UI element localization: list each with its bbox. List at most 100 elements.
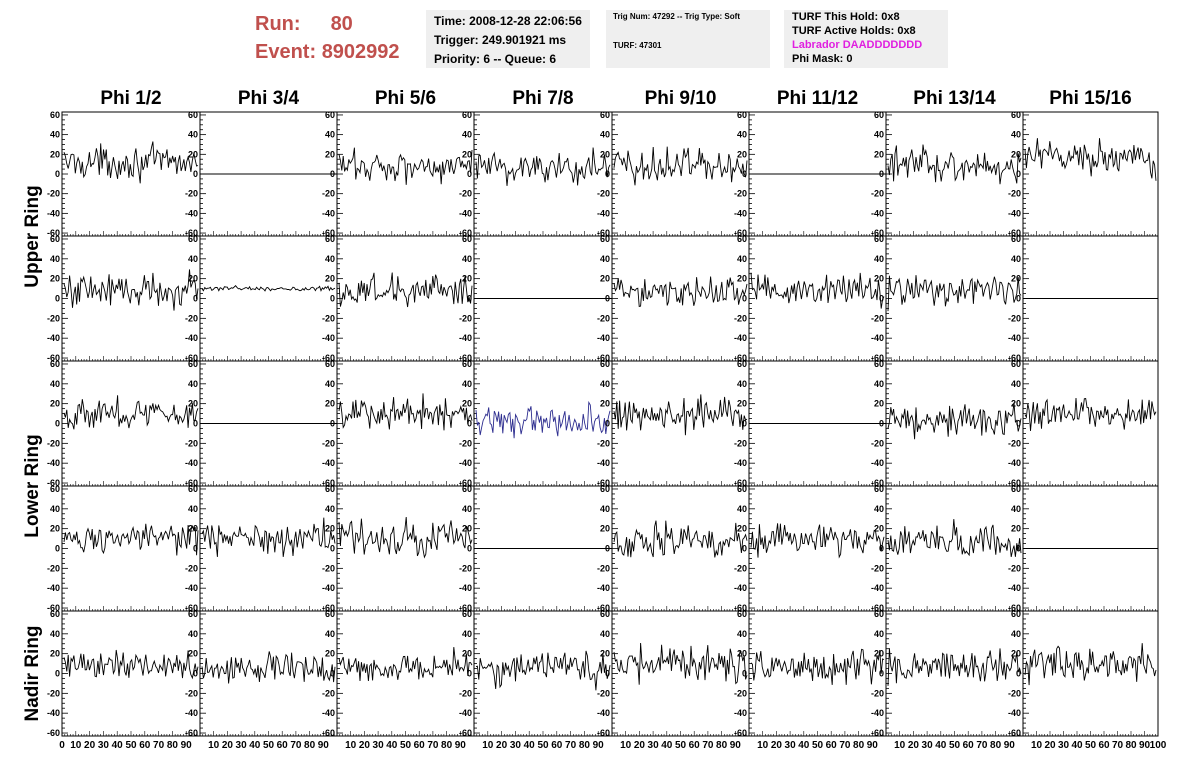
y-tick-label: 40 — [325, 504, 335, 514]
x-tick-label: 20 — [634, 740, 646, 751]
y-tick-label: -60 — [1008, 728, 1021, 738]
y-tick-label: 0 — [193, 419, 198, 429]
x-tick-label: 50 — [1085, 740, 1097, 751]
y-tick-label: 20 — [325, 524, 335, 534]
waveform-trace — [887, 144, 1022, 185]
y-tick-label: -60 — [185, 478, 198, 488]
y-tick-label: -60 — [1008, 228, 1021, 238]
waveform-trace — [63, 649, 199, 680]
y-tick-label: 40 — [462, 254, 472, 264]
y-tick-label: 40 — [874, 629, 884, 639]
y-tick-label: 60 — [1011, 110, 1021, 120]
x-tick-label: 10 — [757, 740, 769, 751]
y-tick-label: 40 — [1011, 504, 1021, 514]
y-tick-label: 60 — [1011, 609, 1021, 619]
y-tick-label: 0 — [1016, 294, 1021, 304]
y-tick-label: -20 — [734, 563, 747, 573]
waveform-trace — [613, 642, 748, 685]
y-tick-label: -40 — [597, 708, 610, 718]
y-tick-label: 20 — [188, 149, 198, 159]
x-tick-label: 90 — [318, 740, 330, 751]
column-header: Phi 7/8 — [512, 88, 573, 109]
y-tick-label: 60 — [874, 609, 884, 619]
y-tick-label: -60 — [871, 603, 884, 613]
y-tick-label: -60 — [185, 728, 198, 738]
x-tick-label: 100 — [1150, 740, 1167, 751]
y-tick-label: 20 — [188, 524, 198, 534]
y-tick-label: -20 — [322, 688, 335, 698]
x-tick-label: 40 — [524, 740, 536, 751]
y-tick-label: -60 — [734, 728, 747, 738]
y-tick-label: 20 — [462, 524, 472, 534]
y-tick-label: 40 — [600, 379, 610, 389]
y-tick-label: -20 — [1008, 688, 1021, 698]
column-header: Phi 11/12 — [777, 88, 858, 109]
y-tick-label: -40 — [459, 333, 472, 343]
y-tick-label: -40 — [734, 333, 747, 343]
y-tick-label: 60 — [462, 484, 472, 494]
y-tick-label: -60 — [459, 728, 472, 738]
y-tick-label: -60 — [597, 728, 610, 738]
y-tick-label: 20 — [874, 399, 884, 409]
y-tick-label: 60 — [874, 234, 884, 244]
y-tick-label: 60 — [737, 609, 747, 619]
y-tick-label: 60 — [1011, 484, 1021, 494]
x-tick-label: 20 — [496, 740, 508, 751]
y-tick-label: 0 — [605, 419, 610, 429]
y-tick-label: -40 — [734, 583, 747, 593]
y-tick-label: 20 — [1011, 524, 1021, 534]
y-tick-label: 0 — [742, 544, 747, 554]
x-tick-label: 90 — [867, 740, 879, 751]
x-tick-label: 60 — [139, 740, 151, 751]
y-tick-label: 20 — [1011, 399, 1021, 409]
y-tick-label: 60 — [600, 110, 610, 120]
y-tick-label: 40 — [188, 254, 198, 264]
x-tick-label: 0 — [59, 740, 65, 751]
y-tick-label: 40 — [462, 379, 472, 389]
y-tick-label: -20 — [185, 189, 198, 199]
y-tick-label: 60 — [50, 609, 60, 619]
y-tick-label: -60 — [734, 228, 747, 238]
y-tick-label: -60 — [1008, 603, 1021, 613]
x-tick-label: 50 — [125, 740, 137, 751]
y-tick-label: 20 — [462, 399, 472, 409]
x-tick-label: 90 — [1139, 740, 1151, 751]
waveform-trace — [887, 648, 1022, 686]
panel-frame — [61, 360, 201, 487]
x-tick-label: 50 — [263, 740, 275, 751]
y-tick-label: -60 — [47, 228, 60, 238]
y-tick-label: -60 — [597, 603, 610, 613]
waveform-trace — [613, 394, 748, 436]
y-tick-label: -60 — [459, 603, 472, 613]
y-tick-label: -20 — [597, 438, 610, 448]
x-tick-label: 60 — [1098, 740, 1110, 751]
x-tick-label: 40 — [386, 740, 398, 751]
y-tick-label: 0 — [193, 669, 198, 679]
y-tick-label: 60 — [188, 484, 198, 494]
x-tick-label: 30 — [236, 740, 248, 751]
y-tick-label: 60 — [462, 234, 472, 244]
y-tick-label: -40 — [1008, 458, 1021, 468]
y-tick-label: 0 — [1016, 419, 1021, 429]
y-tick-label: 20 — [50, 399, 60, 409]
y-tick-label: 0 — [605, 544, 610, 554]
y-tick-label: -20 — [734, 438, 747, 448]
y-tick-label: -40 — [47, 583, 60, 593]
y-tick-label: -60 — [871, 228, 884, 238]
y-tick-label: -60 — [871, 353, 884, 363]
y-tick-label: 0 — [879, 669, 884, 679]
y-tick-label: 0 — [742, 419, 747, 429]
y-tick-label: -20 — [871, 563, 884, 573]
y-tick-label: 0 — [1016, 669, 1021, 679]
y-tick-label: -20 — [185, 438, 198, 448]
x-tick-label: 70 — [839, 740, 851, 751]
panel-frame — [199, 235, 338, 362]
x-tick-label: 30 — [785, 740, 797, 751]
waveform-trace — [613, 146, 748, 186]
x-tick-label: 80 — [853, 740, 865, 751]
y-tick-label: 0 — [467, 294, 472, 304]
y-tick-label: 40 — [874, 130, 884, 140]
y-tick-label: -40 — [459, 208, 472, 218]
y-tick-label: -40 — [322, 583, 335, 593]
panel-frame — [1022, 360, 1159, 487]
